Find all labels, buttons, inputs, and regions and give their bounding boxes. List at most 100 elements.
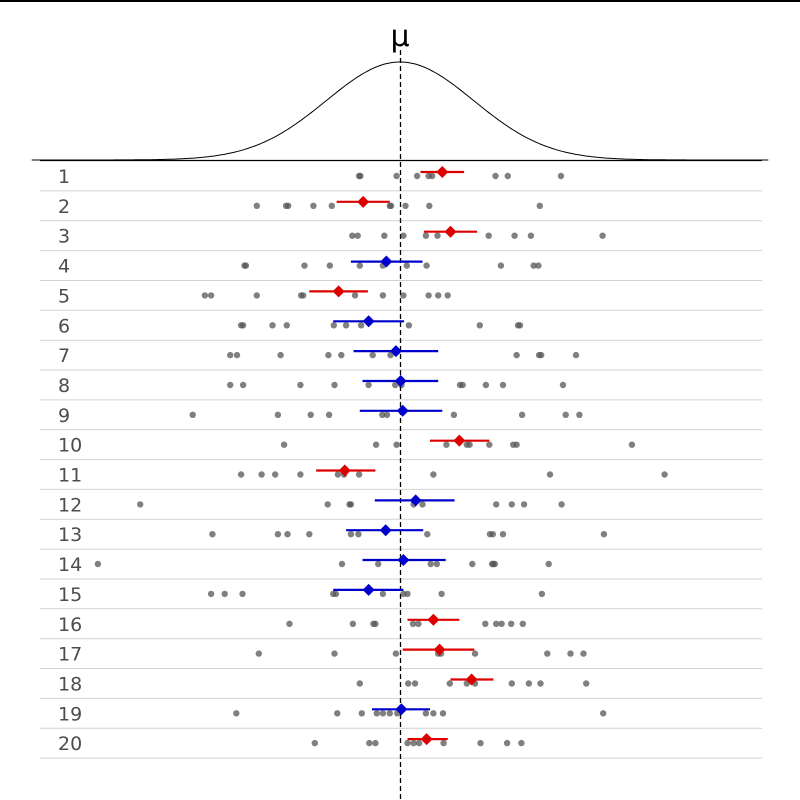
- sample-point: [430, 471, 437, 478]
- sample-point: [471, 650, 479, 657]
- mean-marker: [394, 374, 407, 387]
- sample-point: [443, 441, 450, 448]
- sample-point: [545, 560, 552, 568]
- sample-point: [373, 710, 380, 717]
- sample-point: [558, 501, 565, 508]
- mean-marker: [389, 345, 402, 358]
- sample-point: [253, 292, 260, 299]
- sample-point: [508, 501, 515, 508]
- sample-point: [365, 381, 372, 389]
- row-label: 18: [58, 674, 82, 696]
- mean-marker: [433, 643, 446, 656]
- row-label: 17: [58, 644, 82, 666]
- mean-marker: [409, 494, 422, 507]
- sample-point: [338, 351, 345, 359]
- sample-point: [237, 471, 245, 478]
- sample-point: [258, 471, 265, 478]
- sample-point: [518, 411, 526, 418]
- sample-point: [201, 292, 209, 299]
- sample-point: [405, 680, 412, 687]
- sample-point: [356, 262, 363, 269]
- sample-point: [536, 202, 543, 209]
- sample-point: [511, 232, 518, 239]
- row-label: 20: [58, 733, 82, 755]
- sample-point: [410, 739, 417, 747]
- sample-point: [525, 680, 533, 687]
- sample-point: [559, 381, 567, 389]
- sample-point: [379, 292, 387, 299]
- sample-point: [400, 232, 407, 239]
- sample-point: [405, 322, 413, 329]
- row-label: 4: [58, 256, 70, 278]
- sample-point: [469, 560, 476, 568]
- mean-marker: [427, 613, 440, 626]
- sample-point: [347, 501, 355, 508]
- sample-point: [499, 381, 507, 389]
- sample-point: [375, 560, 382, 568]
- sample-point: [354, 232, 361, 239]
- sample-point: [488, 560, 496, 568]
- sample-point: [519, 620, 526, 627]
- sample-point: [379, 710, 387, 717]
- sample-point: [284, 531, 291, 538]
- row-label: 9: [58, 405, 70, 427]
- sample-point: [434, 232, 441, 239]
- sample-point: [444, 292, 451, 299]
- row-label: 2: [58, 196, 70, 218]
- sample-point: [326, 262, 333, 269]
- sample-point: [242, 262, 250, 269]
- sample-point: [331, 381, 338, 389]
- sample-point: [379, 411, 386, 418]
- sample-point: [427, 560, 434, 568]
- sample-point: [306, 531, 313, 538]
- sample-point: [535, 262, 542, 269]
- sample-point: [338, 560, 346, 568]
- sample-point: [233, 351, 241, 359]
- sample-point: [402, 202, 409, 209]
- sample-point: [508, 680, 515, 687]
- mean-marker: [444, 225, 457, 238]
- mean-marker: [362, 583, 375, 596]
- sample-point: [283, 322, 290, 329]
- sample-point: [415, 739, 423, 747]
- sample-point: [482, 381, 490, 389]
- sample-point: [583, 680, 590, 687]
- sample-point: [572, 351, 580, 359]
- mean-marker: [397, 554, 410, 567]
- sample-point: [599, 232, 606, 239]
- mean-marker: [436, 166, 449, 178]
- confidence-intervals: [309, 166, 494, 746]
- sample-point: [450, 411, 458, 418]
- row-label: 11: [58, 465, 82, 487]
- sample-point: [567, 650, 574, 657]
- sample-point: [239, 322, 247, 329]
- sample-point: [392, 650, 400, 657]
- row-label: 15: [58, 584, 82, 606]
- sample-point: [357, 172, 364, 180]
- row-label: 12: [58, 494, 82, 516]
- sample-point: [307, 411, 314, 418]
- sample-point: [332, 590, 340, 598]
- sample-point: [269, 322, 276, 329]
- sample-point: [383, 411, 391, 418]
- sample-point: [489, 531, 496, 538]
- mu-label: μ: [390, 19, 409, 54]
- sample-point: [530, 262, 537, 269]
- sample-point: [503, 739, 511, 747]
- sample-point: [253, 202, 260, 209]
- sample-point: [438, 590, 445, 598]
- sample-point: [372, 441, 380, 448]
- sample-point: [392, 381, 399, 389]
- sample-point: [419, 501, 426, 508]
- mean-marker: [332, 285, 345, 298]
- sample-point: [274, 411, 282, 418]
- sample-point: [557, 172, 565, 180]
- sample-point: [404, 739, 411, 747]
- sample-point: [422, 232, 430, 239]
- sample-point: [430, 710, 437, 717]
- sample-point: [476, 322, 483, 329]
- sample-point: [239, 590, 246, 598]
- sample-point: [520, 501, 528, 508]
- sample-point: [576, 411, 583, 418]
- sample-point: [239, 381, 247, 389]
